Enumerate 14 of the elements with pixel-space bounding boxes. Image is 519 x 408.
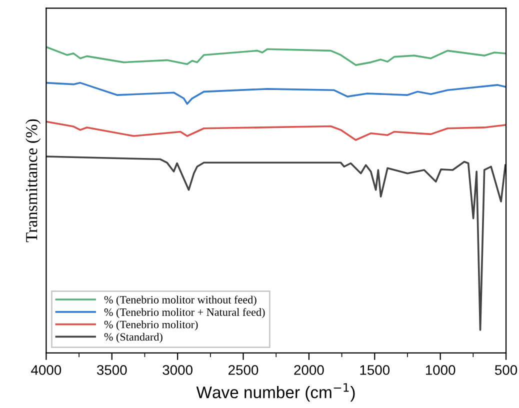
x-tick-label: 1500	[360, 365, 390, 375]
x-tick-label: 2000	[294, 365, 324, 375]
x-tick-label: 2500	[228, 365, 258, 375]
x-tick-label: 1000	[426, 365, 456, 375]
legend-label: % (Standard)	[104, 332, 162, 343]
x-axis-title: Wave number (cm$^{−1}$)	[196, 383, 355, 402]
x-tick-label: 4000	[31, 365, 62, 375]
legend-label: % (Tenebrio molitor)	[104, 320, 198, 331]
x-tick-label: 3000	[162, 365, 192, 375]
x-tick-label: 3500	[96, 365, 127, 375]
x-tick-label: 500	[494, 365, 518, 375]
legend-label: % (Tenebrio molitor + Natural feed)	[104, 308, 265, 318]
y-axis-title: Transmittance (%)	[26, 119, 41, 242]
legend-label: % (Tenebrio molitor without feed)	[104, 296, 256, 306]
